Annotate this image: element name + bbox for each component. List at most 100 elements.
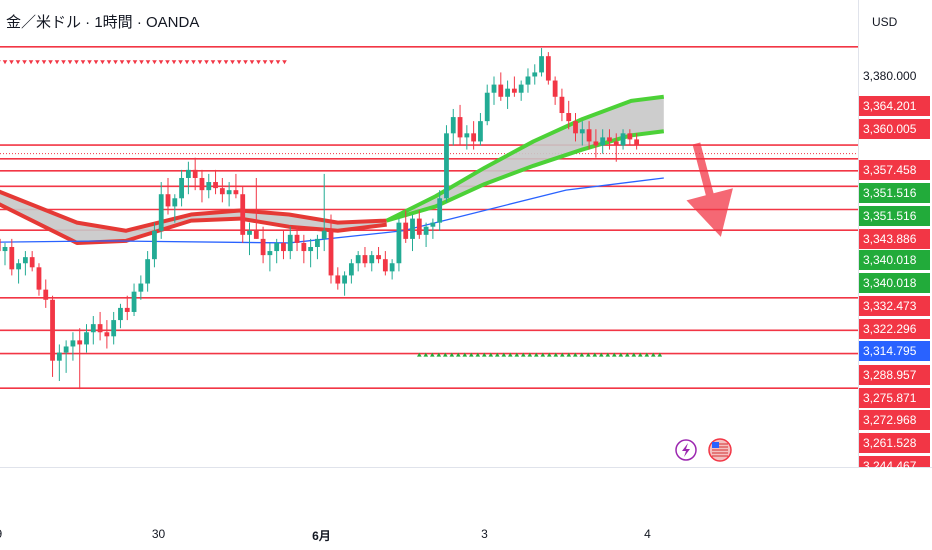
up-triangle-marker (612, 352, 617, 357)
price-label: 3,314.795 (859, 341, 930, 361)
currency-selector[interactable]: USD (868, 12, 902, 32)
time-axis-divider (0, 467, 932, 468)
candle-body (84, 332, 89, 345)
price-label: 3,322.296 (859, 319, 930, 339)
down-triangle-marker (217, 60, 222, 65)
candle-body (165, 194, 171, 207)
up-triangle-marker (592, 352, 598, 357)
price-chart[interactable] (0, 0, 858, 467)
candle-body (620, 133, 626, 146)
candle-body (382, 259, 388, 272)
down-triangle-marker (230, 60, 235, 65)
up-triangle-marker (605, 352, 611, 357)
down-triangle-marker (54, 60, 60, 65)
down-triangle-marker (41, 60, 47, 65)
candle-body (240, 194, 246, 235)
down-triangle-marker (87, 60, 92, 65)
candle-body (559, 96, 565, 114)
candle-body (9, 247, 15, 270)
price-axis-divider (858, 0, 859, 467)
candle-body (226, 190, 232, 195)
up-triangle-marker (579, 352, 585, 357)
candle-body (498, 84, 504, 97)
horizontal-levels (0, 46, 858, 389)
price-label: 3,360.005 (859, 119, 930, 139)
down-triangle-marker (22, 60, 27, 65)
up-triangle-marker (521, 352, 526, 357)
candle-body (192, 169, 198, 178)
candle-body (403, 222, 409, 239)
moving-average-line (0, 177, 664, 244)
up-triangle-marker (508, 352, 513, 357)
candle-body (253, 230, 259, 239)
down-arrow-icon (686, 142, 733, 237)
down-triangle-marker (126, 60, 131, 65)
candle-body (355, 255, 361, 264)
up-triangle-marker (657, 352, 663, 357)
candle-body (287, 234, 293, 252)
candle-body (348, 263, 354, 276)
candle-body (56, 352, 62, 361)
candle-body (518, 84, 524, 93)
candle-body (573, 121, 578, 134)
price-label: 3,364.201 (859, 96, 930, 116)
up-triangle-marker (625, 352, 630, 357)
event-icons (675, 438, 732, 462)
down-triangle-marker (106, 60, 112, 65)
up-triangle-marker (527, 352, 533, 357)
candle-body (478, 121, 483, 142)
down-triangle-marker (113, 60, 118, 65)
candle-body (22, 257, 28, 264)
up-triangle-marker (417, 352, 422, 357)
down-triangle-marker (243, 60, 248, 65)
chart-title: 金／米ドル · 1時間 · OANDA (6, 14, 200, 31)
lightning-bolt (682, 443, 690, 457)
up-triangle-marker (534, 352, 539, 357)
candle-body (247, 230, 252, 235)
candle-body (219, 188, 225, 195)
up-triangle-marker (495, 352, 500, 357)
down-triangle-marker (178, 60, 183, 65)
blue-moving-average (0, 177, 664, 244)
price-label: 3,332.473 (859, 296, 930, 316)
candle-body (627, 133, 633, 140)
price-label: 3,343.886 (859, 229, 930, 249)
candle-body (131, 291, 137, 312)
price-label: 3,340.018 (859, 273, 930, 293)
time-tick-label: 3 (481, 527, 488, 541)
candle-body (328, 230, 334, 276)
price-label: 3,351.516 (859, 206, 930, 226)
price-label: 3,288.957 (859, 365, 930, 385)
candle-body (471, 133, 477, 142)
down-triangle-marker (184, 60, 190, 65)
candle-body (511, 88, 517, 93)
green-ribbon-upper (385, 94, 665, 223)
candle-body (586, 129, 592, 142)
candle-body (63, 346, 69, 353)
candle-body (77, 340, 83, 345)
candle-body (450, 117, 456, 134)
down-triangle-marker (191, 60, 196, 65)
candle-body (464, 133, 470, 138)
up-triangle-marker (456, 352, 461, 357)
time-tick-label: 6月 (312, 529, 331, 543)
candle-body (90, 324, 96, 333)
price-label: 3,261.528 (859, 433, 930, 453)
candle-body (532, 72, 538, 77)
up-triangle-marker (443, 352, 448, 357)
candle-body (525, 76, 531, 85)
price-label: 3,272.968 (859, 410, 930, 430)
price-label: 3,340.018 (859, 250, 930, 270)
price-label: 3,357.458 (859, 160, 930, 180)
candle-body (213, 182, 218, 189)
candle-body (593, 141, 599, 146)
up-triangle-marker (560, 352, 565, 357)
down-triangle-marker (269, 60, 274, 65)
down-triangle-marker (74, 60, 79, 65)
candle-body (206, 182, 212, 191)
up-triangle-marker (436, 352, 442, 357)
candle-body (545, 56, 551, 81)
down-triangle-marker (236, 60, 242, 65)
down-triangle-marker (15, 60, 21, 65)
price-label: 3,380.000 (863, 69, 917, 83)
